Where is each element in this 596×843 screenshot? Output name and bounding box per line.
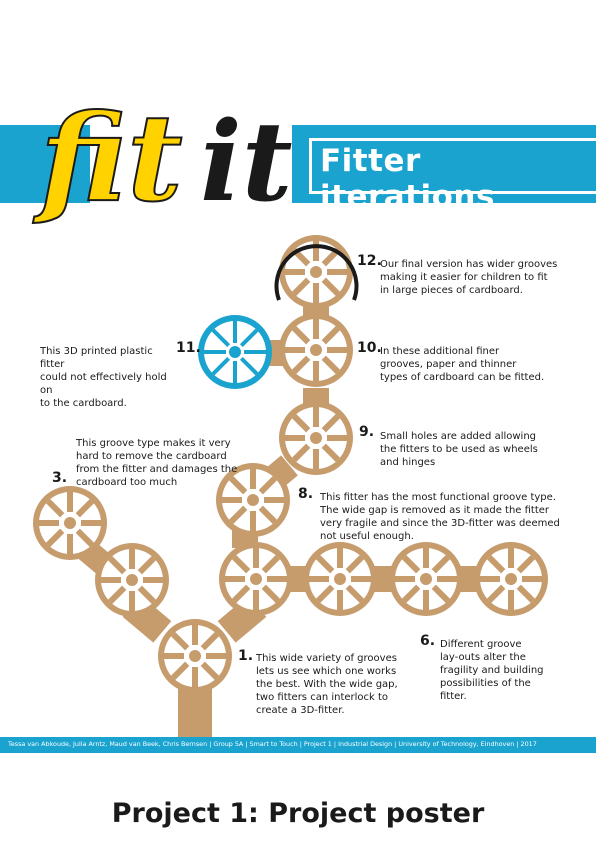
note-3-text: This groove type makes it very hard to r… [76,438,238,488]
note-12-text: Our final version has wider grooves maki… [380,259,558,296]
note-8-number: 8. [298,486,314,502]
note-6-number: 6. [420,633,436,649]
note-9-number: 9. [359,424,375,440]
note-8-text: This fitter has the most functional groo… [320,492,560,542]
fitter-7 [474,542,548,616]
note-10-text: In these additional finer grooves, paper… [380,346,545,383]
fitter-11 [198,315,272,389]
fitter-4 [219,542,293,616]
note-1-text: This wide variety of grooves lets us see… [256,653,398,716]
fitter-3 [33,486,107,560]
logo-fit-letters: fit [32,88,183,229]
footer-credits: Tessa van Abkoude, Julia Arntz, Maud van… [8,740,537,748]
fitter-1 [158,619,232,693]
fitter-9 [279,401,353,475]
poster-title: Fitter iterations [320,143,495,215]
fitter-6 [389,542,463,616]
logo-it-letters: it [200,97,293,226]
title-frame [309,138,596,194]
poster: Fitter iterations [0,87,596,753]
accent-bar-left [0,125,90,203]
fitter-tree [33,235,548,737]
note-6-text: Different groove lay-outs alter the frag… [440,639,544,702]
fitter-10 [279,313,353,387]
fitit-logo: fit it [31,87,293,230]
page-caption: Project 1: Project poster [111,798,485,829]
note-11-number: 11. [176,340,201,356]
note-10-number: 10. [357,340,382,356]
fitter-5 [303,542,377,616]
note-9-text: Small holes are added allowing the fitte… [380,431,538,468]
note-11-text: This 3D printed plastic fitter could not… [40,346,167,409]
footer-bar [0,737,596,753]
final-version-ring [274,244,359,301]
note-1-number: 1. [238,648,254,664]
fitter-2 [95,543,169,617]
note-12-number: 12. [357,253,382,269]
note-3-number: 3. [52,470,68,486]
